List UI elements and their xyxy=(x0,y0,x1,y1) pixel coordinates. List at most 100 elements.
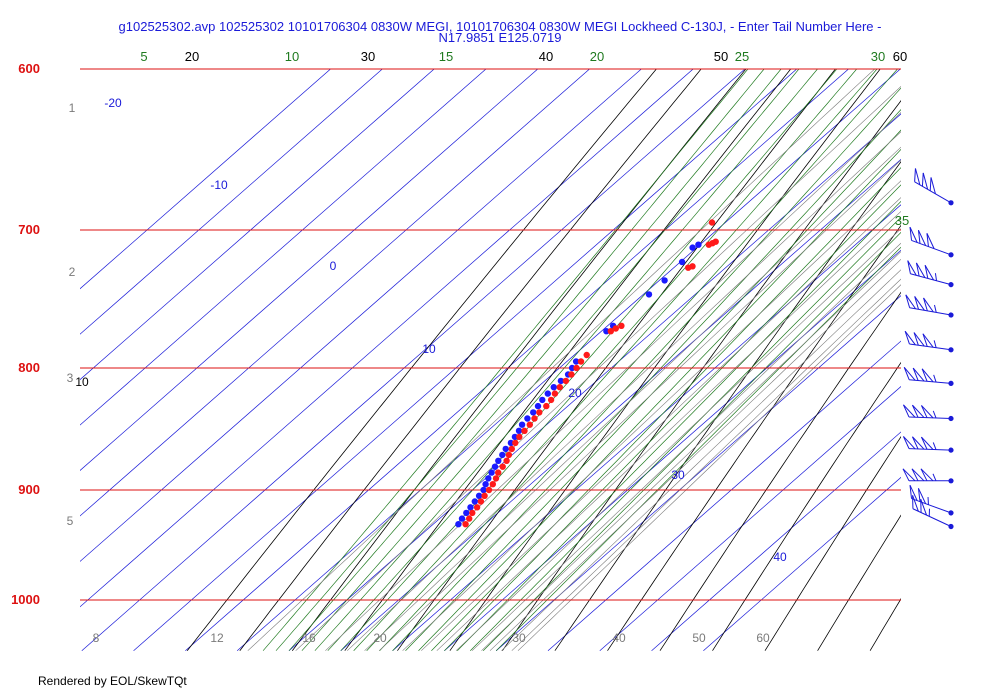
dewpoint-point xyxy=(530,409,537,416)
dry-adiabat-label: 30 xyxy=(361,49,375,64)
dry-adiabat-line xyxy=(397,69,836,651)
wind-barb-flag xyxy=(921,368,928,382)
dewpoint-point xyxy=(678,258,686,266)
chart-subtitle-location: N17.9851 E125.0719 xyxy=(438,30,562,45)
wind-barb-flag xyxy=(918,488,927,504)
isotherm-label: -20 xyxy=(104,96,122,110)
temperature-point xyxy=(612,325,619,332)
dewpoint-point xyxy=(689,244,696,251)
isotherm-line xyxy=(547,340,901,651)
dewpoint-point xyxy=(507,439,515,447)
moist-adiabat-line xyxy=(275,69,765,651)
isotherm-line xyxy=(80,69,642,562)
wind-barb-flag xyxy=(920,498,927,516)
dewpoint-point xyxy=(524,415,531,422)
temperature-point xyxy=(495,469,502,476)
isotherm-line xyxy=(340,158,901,651)
wind-barb-shaft xyxy=(912,508,952,527)
isotherm-line xyxy=(599,386,901,651)
moist-adiabat-line xyxy=(418,148,901,651)
temperature-point xyxy=(708,219,716,226)
dewpoint-point xyxy=(534,402,542,410)
moist-adiabat-line xyxy=(340,69,858,651)
wind-barb-shaft xyxy=(911,239,952,256)
wind-barb-flag xyxy=(902,468,916,482)
wind-barb-half xyxy=(928,508,930,517)
dewpoint-point xyxy=(488,469,495,476)
isotherm-line xyxy=(80,69,487,426)
temperature-point xyxy=(543,402,550,410)
dewpoint-point xyxy=(568,364,576,372)
temperature-point xyxy=(477,498,485,505)
moist-adiabat-label: 30 xyxy=(871,49,885,64)
mixing-ratio-label: 60 xyxy=(756,631,770,645)
mixing-ratio-label: 20 xyxy=(373,631,387,645)
dewpoint-point xyxy=(475,492,483,499)
wind-barb-flag xyxy=(920,405,928,418)
dry-adiabat-line xyxy=(869,598,901,651)
wind-barb-flag xyxy=(916,262,926,278)
moist-adiabat-line xyxy=(262,69,749,651)
moist-adiabat-line xyxy=(301,69,800,651)
wind-barb-half xyxy=(934,304,937,313)
temperature-point xyxy=(705,241,712,248)
wind-barb-flag xyxy=(926,233,929,247)
wind-barb-flag xyxy=(905,294,911,308)
moist-adiabat-line xyxy=(405,129,901,651)
temperature-point xyxy=(499,463,506,470)
wind-barb-flag xyxy=(929,177,932,191)
wind-barb-shaft xyxy=(910,273,952,286)
dry-adiabat-line xyxy=(502,100,901,651)
wind-barb-flag xyxy=(926,233,935,249)
mixing-ratio-line xyxy=(346,131,901,651)
wind-barb xyxy=(903,366,954,386)
isotherm-line xyxy=(392,204,901,651)
pressure-label: 900 xyxy=(18,482,40,497)
wind-barb-flag xyxy=(911,436,919,450)
dewpoint-point xyxy=(499,451,506,459)
temperature-point xyxy=(469,509,476,517)
mixing-ratio-label: 40 xyxy=(612,631,626,645)
wind-barb xyxy=(902,468,954,484)
wind-barb-flag xyxy=(904,330,916,346)
dewpoint-point xyxy=(480,486,487,494)
moist-adiabat-line xyxy=(353,69,878,651)
wind-barb-flag xyxy=(920,499,922,513)
dewpoint-point xyxy=(544,390,551,397)
wind-barb-flag xyxy=(907,260,917,276)
dry-adiabat-line xyxy=(817,514,901,651)
temperature-point xyxy=(481,492,488,499)
dry-adiabat-line xyxy=(186,69,657,651)
wind-barb-flag xyxy=(912,367,925,382)
dry-adiabat-line xyxy=(239,69,702,651)
isotherm-line xyxy=(651,431,901,651)
isotherm-line xyxy=(288,113,901,651)
wind-barb-flag xyxy=(909,484,918,501)
mixing-ratio-label: 30 xyxy=(512,631,526,645)
isotherm-line xyxy=(703,476,901,651)
wind-barb-flag xyxy=(922,172,929,190)
dewpoint-point xyxy=(463,509,470,517)
temperature-point xyxy=(516,433,523,441)
wind-barb-shaft xyxy=(911,498,952,514)
moist-adiabat-label: 35 xyxy=(895,213,909,228)
wind-barb-flag xyxy=(923,297,928,311)
mixing-ratio-line xyxy=(481,251,901,651)
moist-adiabat-line xyxy=(457,200,901,651)
wind-barbs xyxy=(902,168,954,530)
moist-adiabat-label: 10 xyxy=(285,49,299,64)
temperature-point xyxy=(485,486,493,494)
mixing-ratio-line xyxy=(325,112,901,651)
mixing-ratio-label: 16 xyxy=(302,631,316,645)
dry-adiabat-line xyxy=(344,69,792,651)
wind-barb-flag xyxy=(921,405,934,419)
wind-barb-flag xyxy=(905,294,916,310)
wind-barb-flag xyxy=(920,468,928,482)
mixing-ratio-line xyxy=(436,210,901,651)
pressure-label: 600 xyxy=(18,61,40,76)
dewpoint-point xyxy=(539,396,546,404)
dry-adiabat-line xyxy=(291,69,747,651)
wind-barb-shaft xyxy=(909,416,952,419)
wind-barb-flag xyxy=(912,367,919,381)
wind-barb-flag xyxy=(922,333,928,347)
